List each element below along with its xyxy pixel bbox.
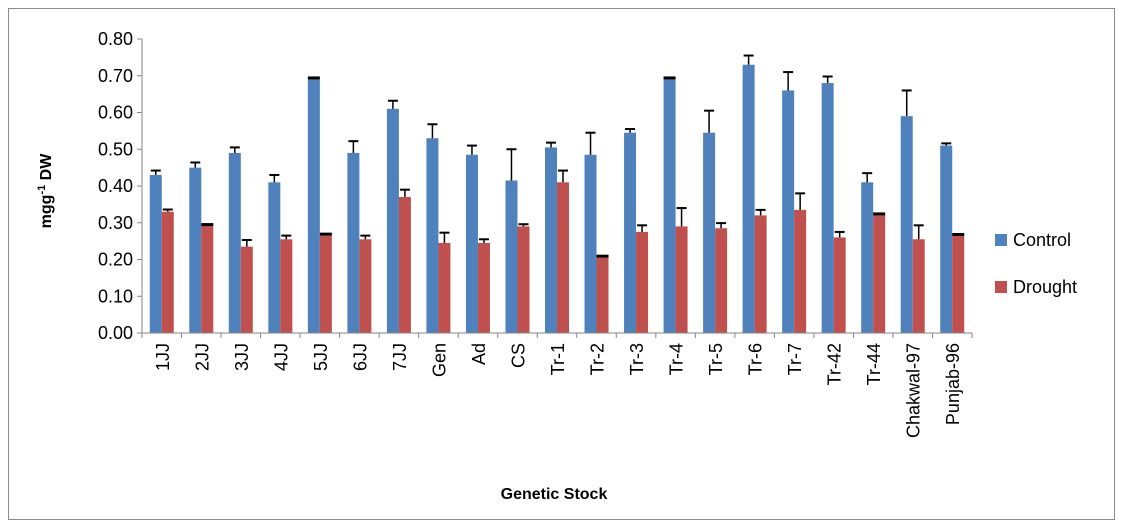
y-tick-label: 0.30 (98, 213, 133, 233)
x-tick-label: 4JJ (271, 343, 291, 371)
y-tick-label: 0.60 (98, 103, 133, 123)
legend-swatch-drought (995, 281, 1007, 293)
x-tick-label: 5JJ (311, 343, 331, 371)
x-tick-label: Tr-6 (746, 343, 766, 375)
bar-control (940, 145, 953, 333)
x-tick-label: Tr-2 (588, 343, 608, 375)
x-tick-label: 3JJ (232, 343, 252, 371)
bar-control (347, 152, 360, 333)
bar-drought (201, 224, 214, 333)
bar-control (189, 167, 202, 333)
y-tick-label: 0.40 (98, 176, 133, 196)
x-tick-label: Tr-1 (548, 343, 568, 375)
x-tick-label: Tr-42 (825, 343, 845, 385)
bar-drought (636, 231, 649, 333)
bar-chart: 0.00 0.10 0.20 0.30 0.40 0.50 0.60 0.70 0.80 1JJ… (36, 29, 1077, 503)
bar-drought (557, 182, 569, 333)
x-tick-label: Tr-7 (785, 343, 805, 375)
bar-drought (596, 257, 609, 333)
bar-drought (319, 235, 332, 333)
x-axis: 1JJ 2JJ 3JJ 4JJ 5JJ 6JJ 7JJ Gen Ad CS Tr-1 Tr-2 Tr-3… (141, 332, 973, 438)
bar-control (584, 154, 597, 333)
bar-drought (280, 239, 293, 333)
legend-label-drought: Drought (1013, 277, 1077, 297)
bar-drought (715, 228, 728, 333)
x-tick-label: Tr-44 (864, 343, 884, 385)
legend-label-control: Control (1013, 230, 1071, 250)
x-tick-label: Tr-5 (706, 343, 726, 375)
bar-drought (517, 226, 530, 333)
bar-control (624, 132, 637, 333)
bar-control (703, 132, 716, 333)
bar-drought (873, 215, 886, 333)
bar-control (268, 182, 281, 333)
bar-drought (359, 239, 372, 333)
x-tick-label: Ad (469, 343, 489, 365)
bar-drought (675, 226, 688, 333)
bar-drought (952, 235, 965, 333)
y-tick-label: 0.10 (98, 286, 133, 306)
legend: Control Drought (995, 230, 1077, 297)
bar-control (900, 116, 913, 333)
bar-drought (833, 237, 846, 333)
x-tick-label: Tr-4 (667, 343, 687, 375)
x-tick-label: Punjab-96 (943, 343, 963, 425)
legend-swatch-control (995, 234, 1007, 246)
bar-control (505, 180, 518, 333)
y-tick-label: 0.70 (98, 66, 133, 86)
bar-drought (398, 197, 411, 333)
bar-drought (477, 242, 490, 333)
bar-control (663, 79, 676, 333)
y-tick-label: 0.80 (98, 29, 133, 49)
bar-drought (794, 209, 807, 333)
y-tick-label: 0.50 (98, 139, 133, 159)
y-axis-title: mgg-1 DW (36, 153, 55, 229)
x-tick-label: CS (508, 343, 528, 368)
bar-drought (161, 211, 174, 333)
x-tick-label: 6JJ (350, 343, 370, 371)
x-axis-title: Genetic Stock (501, 486, 608, 503)
bar-drought (438, 242, 451, 333)
bar-control (782, 90, 795, 333)
bar-drought (912, 239, 925, 333)
y-tick-label: 0.20 (98, 250, 133, 270)
bar-control (545, 147, 557, 333)
bar-drought (754, 215, 767, 333)
x-tick-label: Tr-3 (627, 343, 647, 375)
plot-area (149, 54, 965, 333)
x-tick-label: 1JJ (153, 343, 173, 371)
bar-drought (240, 246, 253, 333)
bar-control (149, 174, 162, 333)
chart-frame: 0.00 0.10 0.20 0.30 0.40 0.50 0.60 0.70 0.80 1JJ… (8, 8, 1115, 520)
x-tick-label: 7JJ (390, 343, 410, 371)
x-tick-label: 2JJ (192, 343, 212, 371)
bar-control (228, 152, 241, 333)
y-axis: 0.00 0.10 0.20 0.30 0.40 0.50 0.60 0.70 0.80 (98, 29, 143, 343)
bar-control (742, 64, 755, 333)
bar-control (426, 138, 439, 333)
x-tick-label: Chakwal-97 (904, 343, 924, 438)
y-tick-label: 0.00 (98, 323, 133, 343)
bar-control (821, 83, 834, 333)
bar-control (861, 182, 874, 333)
bar-control (465, 154, 478, 333)
bar-control (386, 108, 399, 333)
x-tick-label: Gen (429, 343, 449, 377)
bar-control (307, 79, 320, 333)
